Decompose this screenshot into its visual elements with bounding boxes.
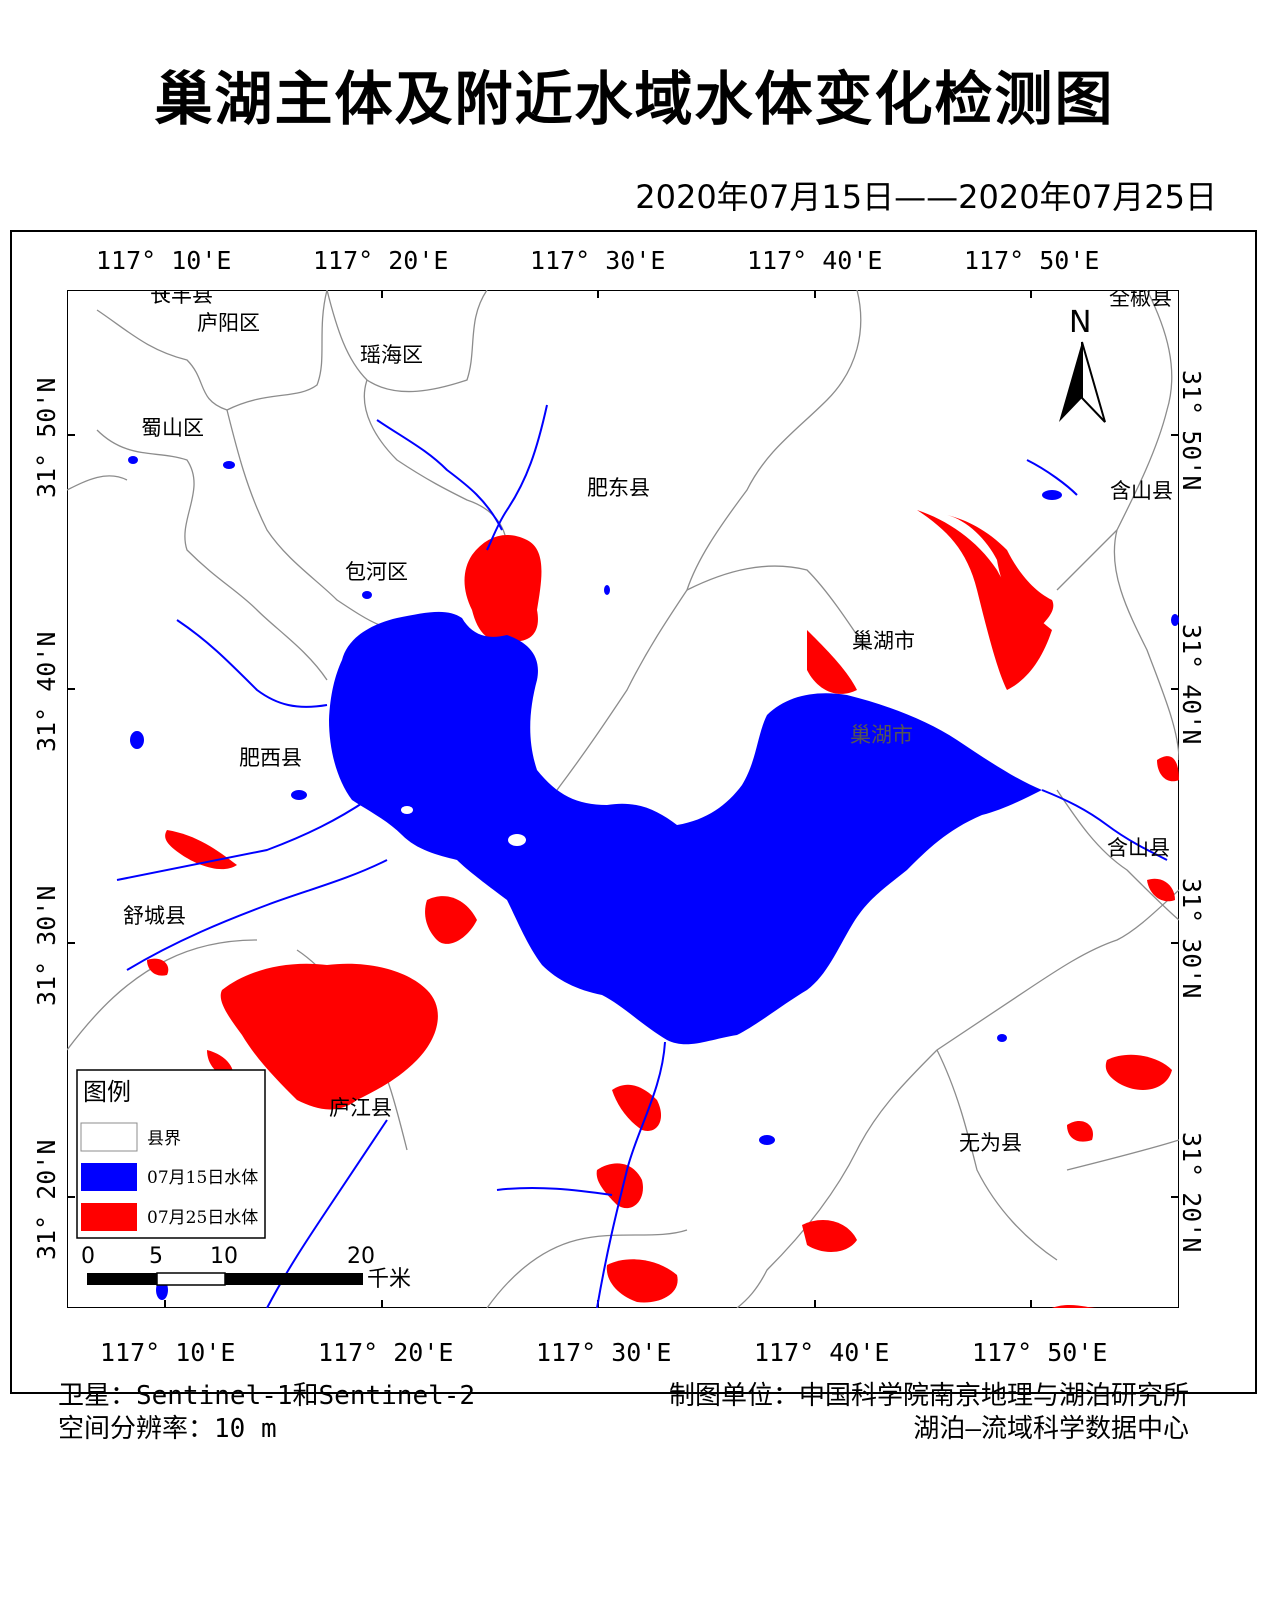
place-label: 含山县 [1107, 836, 1170, 860]
place-label: 包河区 [345, 560, 408, 584]
resolution-info: 空间分辨率：10 m [58, 1414, 277, 1444]
scale-bar: 0 5 10 20 千米 [81, 1244, 411, 1292]
legend-swatch-0715 [81, 1163, 137, 1191]
place-label: 无为县 [959, 1131, 1022, 1155]
north-arrow-icon [1059, 342, 1082, 422]
legend-label: 07月15日水体 [147, 1168, 258, 1188]
scale-tick: 5 [149, 1244, 163, 1269]
place-label: 巢湖市 [850, 723, 913, 747]
bottom-lon-label: 117° 50'E [972, 1338, 1108, 1367]
place-label: 瑶海区 [360, 343, 423, 367]
map-canvas[interactable]: 长丰县 庐阳区 瑶海区 蜀山区 肥东县 全椒县 含山县 包河区 巢湖市 巢湖市 … [67, 290, 1179, 1308]
place-label: 巢湖市 [852, 629, 915, 653]
scale-tick: 20 [347, 1244, 375, 1269]
place-label: 全椒县 [1109, 290, 1172, 310]
county-boundaries [67, 290, 1179, 1308]
place-label: 蜀山区 [141, 416, 204, 440]
graticule-ticks [67, 290, 1179, 1308]
legend-label: 07月25日水体 [147, 1208, 258, 1228]
place-label: 肥东县 [587, 476, 650, 500]
bottom-lon-label: 117° 20'E [318, 1338, 454, 1367]
top-lon-label: 117° 40'E [747, 246, 883, 275]
right-lat-label: 31° 30'N [1177, 878, 1206, 999]
left-lat-label: 31° 50'N [32, 377, 61, 498]
top-lon-label: 117° 30'E [530, 246, 666, 275]
right-lat-label: 31° 40'N [1177, 624, 1206, 745]
legend: 图例 县界 07月15日水体 07月25日水体 [76, 1069, 266, 1239]
right-lat-label: 31° 20'N [1177, 1132, 1206, 1253]
bottom-lon-label: 117° 40'E [754, 1338, 890, 1367]
water-0725-layer [147, 510, 1179, 1308]
bottom-lon-label: 117° 30'E [536, 1338, 672, 1367]
left-lat-label: 31° 40'N [32, 631, 61, 752]
scale-tick: 10 [210, 1244, 238, 1269]
left-lat-label: 31° 30'N [32, 885, 61, 1006]
right-lat-label: 31° 50'N [1177, 370, 1206, 491]
north-label: N [1069, 305, 1091, 340]
place-label: 肥西县 [239, 746, 302, 770]
top-lon-label: 117° 10'E [96, 246, 232, 275]
bottom-lon-label: 117° 10'E [100, 1338, 236, 1367]
date-range: 2020年07月15日——2020年07月25日 [635, 178, 1217, 216]
top-lon-label: 117° 50'E [964, 246, 1100, 275]
left-lat-label: 31° 20'N [32, 1139, 61, 1260]
scale-unit: 千米 [367, 1267, 411, 1292]
producer-info: 制图单位：中国科学院南京地理与湖泊研究所 [668, 1381, 1189, 1411]
place-label: 庐阳区 [197, 311, 260, 335]
top-lon-label: 117° 20'E [313, 246, 449, 275]
legend-swatch-boundary [80, 1122, 138, 1152]
place-label: 含山县 [1110, 479, 1173, 503]
place-label: 长丰县 [150, 290, 213, 307]
data-center-info: 湖泊—流域科学数据中心 [913, 1414, 1189, 1444]
map-frame [10, 230, 1257, 1394]
legend-swatch-0725 [81, 1203, 137, 1231]
place-label: 舒城县 [123, 904, 186, 928]
north-arrow: N [1059, 305, 1106, 423]
small-ponds [128, 456, 1179, 1300]
satellite-info: 卫星：Sentinel-1和Sentinel-2 [58, 1381, 476, 1411]
place-label: 庐江县 [329, 1096, 392, 1120]
scale-tick: 0 [81, 1244, 95, 1269]
map-title: 巢湖主体及附近水域水体变化检测图 [154, 65, 1115, 133]
water-0715-layer [329, 611, 1042, 1045]
legend-label: 县界 [147, 1129, 181, 1149]
place-labels: 长丰县 庐阳区 瑶海区 蜀山区 肥东县 全椒县 含山县 包河区 巢湖市 巢湖市 … [123, 290, 1173, 1155]
legend-title: 图例 [83, 1078, 131, 1106]
